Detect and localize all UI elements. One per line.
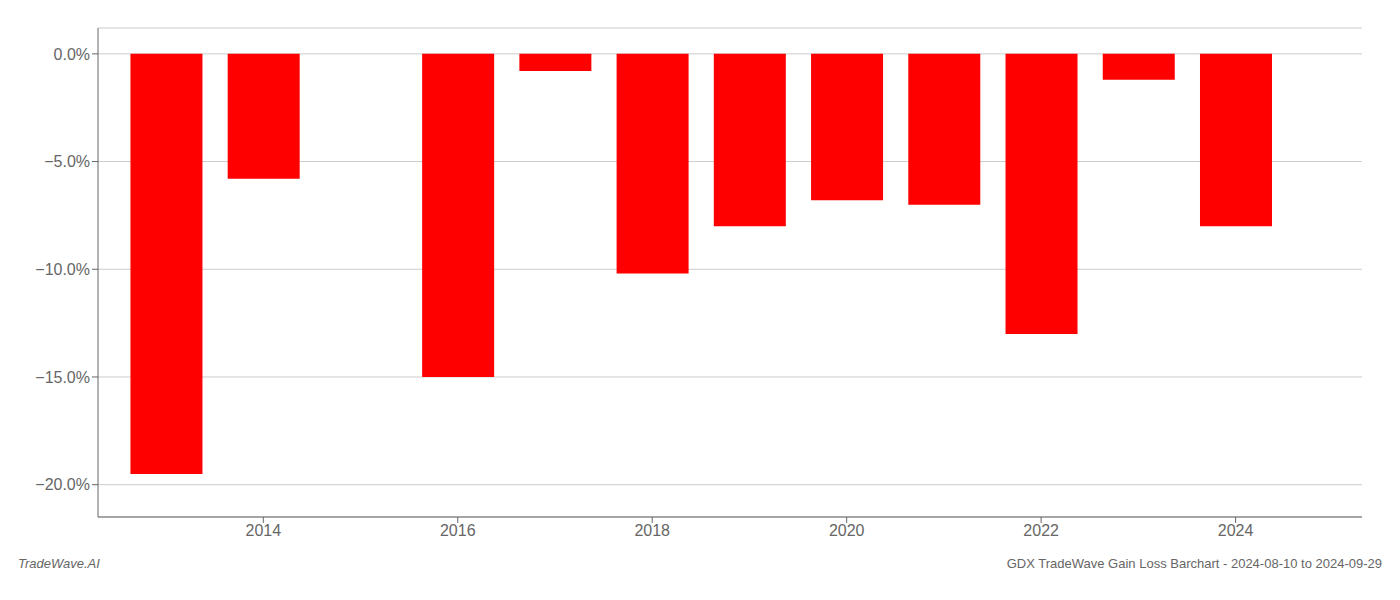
html-text:TradeWave.AI: TradeWave.AI [18,556,100,571]
svg-text:2016: 2016 [440,522,476,539]
svg-text:2024: 2024 [1218,522,1254,539]
html-text:GDX TradeWave Gain Loss Barcha: GDX TradeWave Gain Loss Barchart - 2024-… [1006,556,1382,571]
svg-text:−15.0%: −15.0% [35,369,90,386]
svg-text:2014: 2014 [245,522,281,539]
svg-text:2020: 2020 [829,522,865,539]
svg-text:−10.0%: −10.0% [35,261,90,278]
svg-text:2022: 2022 [1023,522,1059,539]
svg-text:0.0%: 0.0% [54,46,90,63]
svg-text:−5.0%: −5.0% [44,153,90,170]
svg-text:2018: 2018 [634,522,670,539]
svg-text:−20.0%: −20.0% [35,476,90,493]
